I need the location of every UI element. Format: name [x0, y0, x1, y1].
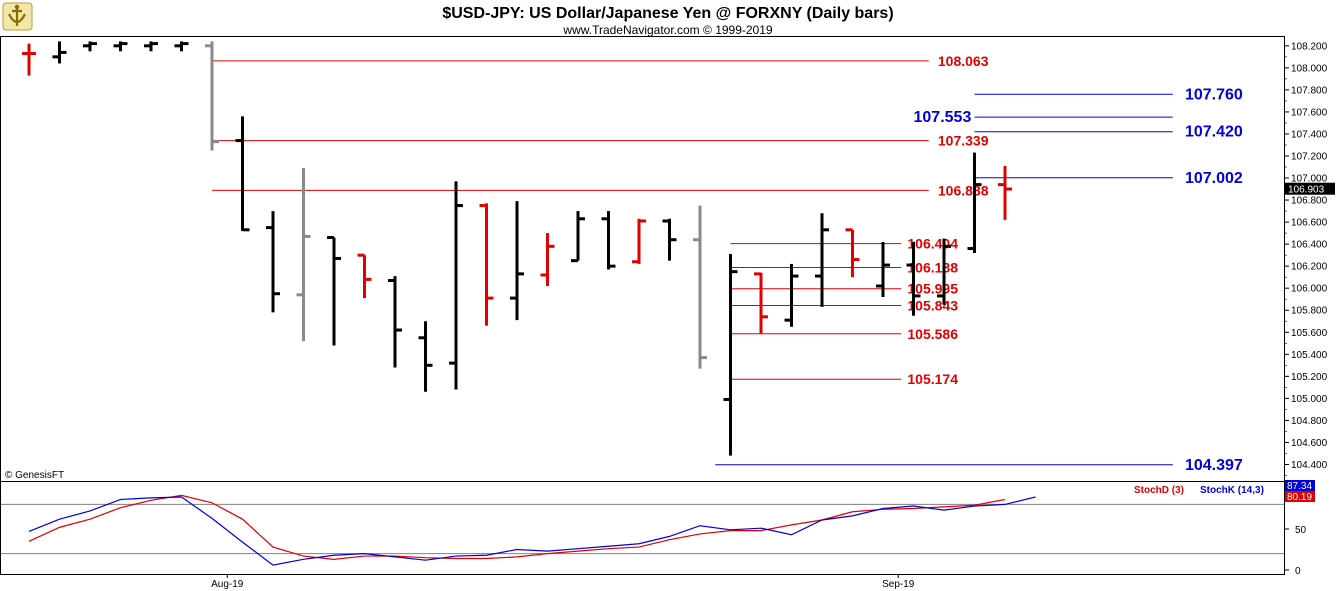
price-tick-label: 107.800	[1291, 85, 1328, 96]
price-levels: 108.063 107.339 106.888 106.404 106.188 105.9…	[212, 53, 1243, 474]
ohlc-bar	[357, 253, 372, 299]
level-label-107.339: 107.339	[938, 133, 989, 149]
ohlc-bar	[693, 205, 707, 369]
price-tick-label: 105.800	[1291, 306, 1328, 317]
price-tick-label: 108.000	[1291, 63, 1328, 74]
ohlc-bar	[388, 276, 402, 368]
level-label-105.174: 105.174	[907, 371, 958, 387]
last-price-label: 106.903	[1288, 185, 1325, 196]
price-tick-label: 104.400	[1291, 460, 1328, 471]
level-label-107.553: 107.553	[914, 109, 972, 126]
stoch-tick-label: 0	[1295, 566, 1301, 577]
ohlc-bar	[510, 201, 524, 321]
ohlc-bar	[876, 241, 890, 298]
ohlc-bar	[266, 211, 280, 313]
ohlc-bar	[998, 165, 1012, 220]
stoch-tick-label: 50	[1295, 525, 1307, 536]
ohlc-bar	[327, 236, 341, 346]
ohlc-bar	[845, 228, 860, 278]
ohlc-bar	[296, 168, 311, 342]
price-tick-label: 107.000	[1291, 174, 1328, 185]
ohlc-bar	[144, 41, 158, 52]
ohlc-bar	[601, 211, 616, 270]
ohlc-bar	[449, 181, 463, 390]
level-label-106.188: 106.188	[907, 259, 958, 275]
last-price-box	[1285, 182, 1335, 195]
ohlc-bar	[815, 213, 829, 307]
stoch-last-value: 87.34	[1287, 481, 1312, 492]
ohlc-bar	[22, 43, 36, 76]
ohlc-bar	[113, 41, 128, 52]
ohlc-bar	[662, 218, 677, 261]
level-label-107.002: 107.002	[1185, 170, 1243, 187]
stoch-series-line-0	[28, 494, 1006, 560]
level-label-105.995: 105.995	[907, 281, 958, 297]
ohlc-bar	[52, 41, 67, 64]
price-tick-label: 105.000	[1291, 394, 1328, 405]
price-panel	[0, 36, 1285, 482]
level-label-106.404: 106.404	[907, 236, 958, 252]
ohlc-bar	[174, 41, 189, 52]
ohlc-bar	[83, 41, 97, 52]
ohlc-bar	[235, 116, 250, 232]
level-label-108.063: 108.063	[938, 53, 989, 69]
price-tick-label: 106.200	[1291, 262, 1328, 273]
ohlc-bar	[205, 41, 219, 151]
ohlc-bar	[967, 152, 982, 253]
level-label-105.843: 105.843	[907, 297, 958, 313]
x-tick-label: Aug-19	[211, 579, 244, 590]
price-tick-label: 105.600	[1291, 328, 1328, 339]
stoch-last-value: 80.19	[1287, 492, 1312, 503]
time-axis: Aug-19 Sep-19	[211, 574, 915, 590]
price-tick-label: 106.000	[1291, 284, 1328, 295]
price-axis: 104.400 104.600 104.800 105.000 105.200 105.4…	[1284, 41, 1335, 476]
price-tick-label: 107.200	[1291, 151, 1328, 162]
ohlc-bar	[571, 211, 585, 263]
level-label-107.420: 107.420	[1185, 124, 1243, 141]
stoch-series-line-1	[28, 496, 1036, 566]
ohlc-bar	[937, 238, 951, 305]
ohlc-bar	[540, 233, 555, 286]
price-tick-label: 108.200	[1291, 41, 1328, 52]
level-label-107.760: 107.760	[1185, 86, 1243, 103]
price-tick-label: 106.400	[1291, 240, 1328, 251]
level-label-105.586: 105.586	[907, 326, 958, 342]
level-label-106.888: 106.888	[938, 182, 989, 198]
price-tick-label: 107.400	[1291, 129, 1328, 140]
logo-icon	[2, 2, 33, 31]
stoch-last-box	[1285, 480, 1315, 491]
price-bars	[22, 41, 1012, 456]
price-tick-label: 107.600	[1291, 107, 1328, 118]
price-tick-label: 105.400	[1291, 350, 1328, 361]
ohlc-bar	[723, 254, 738, 456]
price-tick-label: 106.800	[1291, 196, 1328, 207]
chart-subtitle: www.TradeNavigator.com © 1999-2019	[562, 23, 772, 37]
ohlc-bar	[418, 321, 433, 392]
chart-title: $USD-JPY: US Dollar/Japanese Yen @ FORXN…	[442, 5, 893, 22]
ohlc-bar	[784, 263, 799, 327]
stoch-panel	[0, 481, 1285, 575]
copyright-label: © GenesisFT	[5, 470, 64, 481]
ohlc-bar	[906, 241, 921, 316]
ohlc-bar	[479, 203, 494, 326]
x-tick-label: Sep-19	[882, 579, 915, 590]
legend-stochk: StochK (14,3)	[1200, 485, 1264, 496]
ohlc-bar	[632, 218, 646, 264]
price-tick-label: 104.600	[1291, 438, 1328, 449]
stoch-last-box	[1285, 491, 1315, 502]
price-tick-label: 105.200	[1291, 372, 1328, 383]
legend-stochd: StochD (3)	[1134, 485, 1184, 496]
ohlc-bar	[754, 272, 768, 334]
level-label-104.397: 104.397	[1185, 457, 1243, 474]
price-tick-label: 106.600	[1291, 218, 1328, 229]
price-tick-label: 104.800	[1291, 416, 1328, 427]
